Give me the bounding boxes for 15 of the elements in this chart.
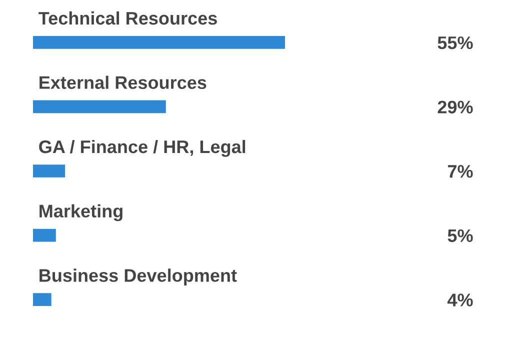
data-label: 29% xyxy=(438,100,473,114)
data-label: 4% xyxy=(447,294,473,306)
bar xyxy=(33,36,285,49)
y-tick-label: GA / Finance / HR, Legal xyxy=(39,140,246,157)
data-label: 5% xyxy=(448,229,473,242)
bar xyxy=(33,228,56,242)
data-label: 7% xyxy=(448,165,473,178)
y-tick-label: Business Development xyxy=(40,268,237,286)
bar xyxy=(33,100,166,114)
data-label: 55% xyxy=(438,36,473,50)
y-tick-label: External Resources xyxy=(40,76,206,89)
y-tick-label: Marketing xyxy=(40,204,122,222)
bar xyxy=(33,293,52,306)
bar xyxy=(33,164,66,178)
y-tick-label: Technical Resources xyxy=(38,11,217,25)
